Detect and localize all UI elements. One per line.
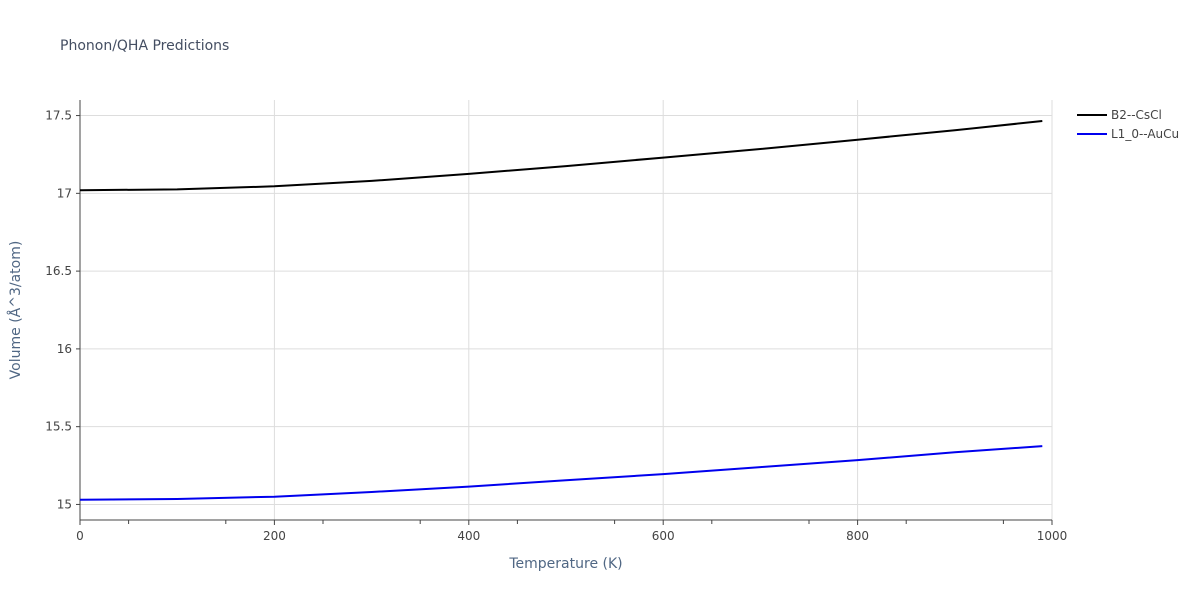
- chart-title: Phonon/QHA Predictions: [60, 38, 229, 54]
- y-tick-label: 15: [57, 497, 72, 511]
- x-axis-title: Temperature (K): [508, 556, 622, 572]
- legend-label: L1_0--AuCu: [1111, 127, 1179, 141]
- x-tick-label: 0: [76, 529, 84, 543]
- series-group: [79, 120, 1043, 501]
- x-tick-label: 800: [846, 529, 869, 543]
- legend[interactable]: B2--CsCl L1_0--AuCu: [1077, 108, 1179, 141]
- y-tick-label: 16: [57, 342, 72, 356]
- x-tick-label: 1000: [1037, 529, 1068, 543]
- y-tick-label: 17: [57, 186, 72, 200]
- axes: 0 200 400 600 800 1000 15 15.5 16 16.5 17 17.5: [45, 100, 1067, 543]
- x-tick-label: 600: [652, 529, 675, 543]
- x-tick-label: 400: [457, 529, 480, 543]
- legend-item-2[interactable]: L1_0--AuCu: [1077, 127, 1179, 141]
- y-axis-title: Volume (Å^3/atom): [7, 241, 24, 380]
- x-tick-label: 200: [263, 529, 286, 543]
- y-tick-label: 15.5: [45, 420, 72, 434]
- legend-item-1[interactable]: B2--CsCl: [1077, 108, 1162, 122]
- y-tick-label: 16.5: [45, 264, 72, 278]
- grid: [80, 100, 1053, 520]
- series-line-1: [79, 120, 1043, 192]
- y-tick-label: 17.5: [45, 109, 72, 123]
- legend-label: B2--CsCl: [1111, 108, 1162, 122]
- series-line-2: [79, 445, 1043, 501]
